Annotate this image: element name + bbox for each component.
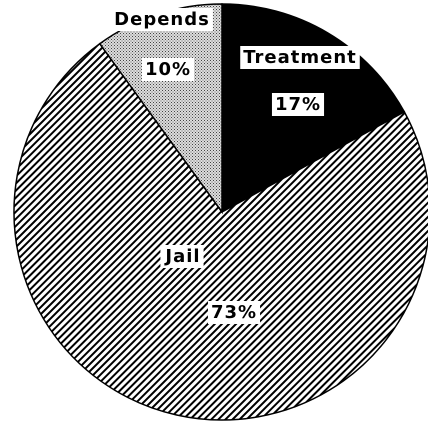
slice-label: Depends — [114, 9, 210, 30]
slice-label: Treatment — [243, 47, 357, 68]
slice-label: Jail — [163, 246, 200, 267]
slice-label-bg — [111, 8, 213, 31]
value-label: 73% — [211, 302, 257, 323]
slice-label-bg — [240, 46, 360, 69]
value-label-bg — [207, 301, 261, 324]
slice-label-bg — [160, 245, 204, 268]
value-label-bg — [271, 93, 325, 116]
pie-slice — [13, 42, 428, 421]
value-label: 17% — [275, 94, 321, 115]
value-label-bg — [141, 58, 195, 81]
value-label: 10% — [145, 59, 191, 80]
